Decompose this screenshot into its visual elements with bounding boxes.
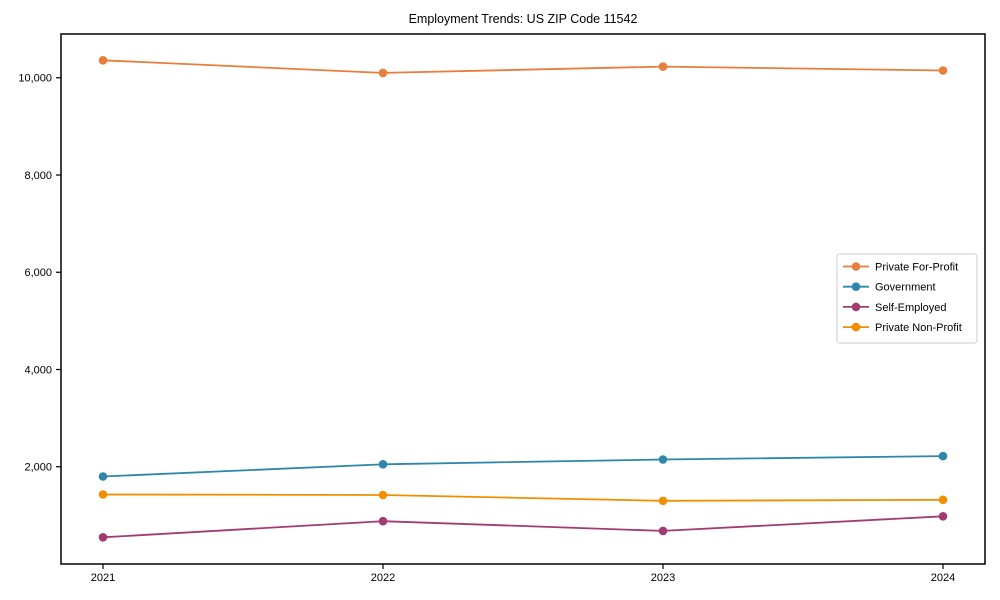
- x-tick-label-2024: 2024: [931, 572, 955, 584]
- data-point-private-non-profit-2023: [658, 496, 668, 506]
- legend-marker-self-employed: [851, 302, 861, 312]
- data-point-government-2021: [98, 472, 108, 481]
- y-tick-label: 6,000: [24, 267, 52, 279]
- data-point-government-2022: [378, 460, 388, 469]
- series-line-private-for-profit: [102, 59, 944, 74]
- series-group: [98, 56, 948, 542]
- data-point-self-employed-2024: [938, 512, 948, 521]
- legend-label-self-employed: Self-Employed: [875, 302, 947, 314]
- data-point-self-employed-2023: [658, 526, 668, 536]
- legend-marker-private-for-profit: [851, 262, 861, 271]
- legend-marker-government: [851, 282, 861, 292]
- legend-box: [836, 253, 978, 344]
- series-line-government: [102, 455, 944, 478]
- y-axis: 2,000 4,000 6,000 8,000 10,000: [18, 73, 61, 474]
- data-point-private-for-profit-2021: [98, 56, 108, 65]
- x-tick-label-2021: 2021: [91, 572, 115, 584]
- data-point-private-non-profit-2024: [938, 495, 948, 505]
- data-point-private-non-profit-2021: [98, 490, 108, 499]
- data-point-self-employed-2022: [378, 516, 388, 526]
- data-point-private-for-profit-2024: [938, 66, 948, 75]
- legend-marker-private-non-profit: [851, 322, 861, 332]
- data-point-self-employed-2021: [98, 533, 108, 542]
- data-point-government-2023: [658, 455, 668, 464]
- chart-title: Employment Trends: US ZIP Code 11542: [409, 12, 638, 26]
- x-tick-label-2023: 2023: [651, 572, 675, 584]
- plot-frame: [60, 33, 986, 565]
- y-tick-label: 10,000: [18, 73, 52, 85]
- y-tick-label: 2,000: [24, 462, 52, 474]
- data-point-private-for-profit-2023: [658, 62, 668, 71]
- series-line-self-employed: [102, 515, 944, 539]
- data-point-private-non-profit-2022: [378, 490, 388, 500]
- x-axis: 2021 2022 2023 2024: [91, 564, 955, 584]
- y-tick-label: 8,000: [24, 170, 52, 182]
- legend: Private For-Profit Government Self-Employe…: [836, 253, 978, 344]
- x-tick-label-2022: 2022: [371, 572, 395, 584]
- data-point-government-2024: [938, 451, 948, 461]
- legend-label-government: Government: [875, 282, 936, 294]
- legend-label-private-for-profit: Private For-Profit: [875, 261, 958, 273]
- data-point-private-for-profit-2022: [378, 68, 388, 78]
- legend-label-private-non-profit: Private Non-Profit: [875, 322, 962, 334]
- y-tick-label: 4,000: [24, 364, 52, 376]
- series-line-private-non-profit: [102, 493, 944, 502]
